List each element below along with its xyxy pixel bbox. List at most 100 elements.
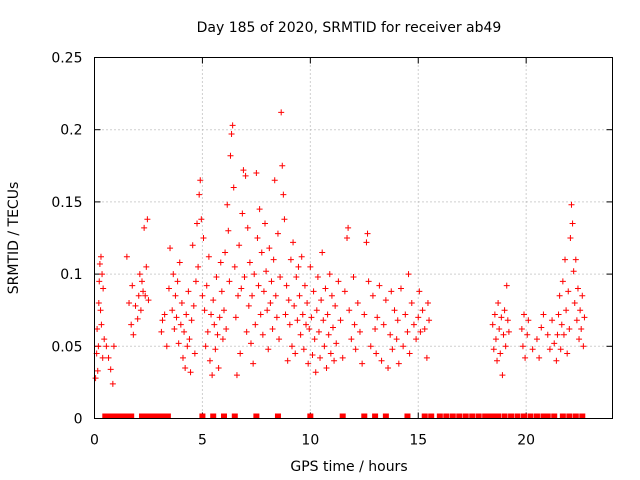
- data-point: [280, 191, 287, 198]
- y-tick-label: 0.1: [60, 267, 82, 283]
- x-tick-label: 5: [198, 433, 207, 449]
- data-point: [216, 314, 223, 321]
- data-point: [574, 285, 581, 292]
- zero-flag-mark: [508, 413, 515, 419]
- zero-flag-mark: [486, 413, 493, 419]
- data-point: [309, 351, 316, 358]
- data-point: [319, 249, 326, 256]
- data-point: [283, 282, 290, 289]
- zero-flag-mark: [490, 413, 497, 419]
- data-point: [265, 346, 272, 353]
- data-point: [339, 354, 346, 361]
- data-point: [312, 369, 319, 376]
- data-point: [322, 285, 329, 292]
- data-point: [227, 152, 234, 159]
- data-point: [253, 170, 260, 177]
- data-point: [247, 340, 254, 347]
- data-point: [337, 317, 344, 324]
- data-point: [365, 278, 372, 285]
- zero-flag-mark: [579, 413, 586, 419]
- data-point: [498, 314, 505, 321]
- data-point: [138, 278, 145, 285]
- data-point: [161, 311, 168, 318]
- data-point: [568, 201, 575, 208]
- zero-flag-mark: [382, 413, 389, 419]
- data-point: [405, 271, 412, 278]
- data-point: [259, 331, 266, 338]
- data-point: [286, 321, 293, 328]
- data-point: [230, 184, 237, 191]
- data-point: [140, 288, 147, 295]
- data-point: [369, 292, 376, 299]
- data-point: [211, 321, 218, 328]
- data-point: [324, 311, 331, 318]
- y-axis-label: SRMTID / TECUs: [6, 182, 22, 295]
- zero-flag-mark: [559, 413, 566, 419]
- zero-flag-mark: [147, 413, 154, 419]
- data-point: [554, 331, 561, 338]
- data-point: [195, 263, 202, 270]
- data-point: [363, 239, 370, 246]
- data-point: [205, 253, 212, 260]
- data-point: [277, 273, 284, 280]
- data-point: [374, 314, 381, 321]
- y-tick-label: 0.2: [60, 123, 82, 139]
- data-point: [394, 317, 401, 324]
- data-point: [188, 317, 195, 324]
- data-point: [171, 325, 178, 332]
- data-point: [250, 360, 257, 367]
- data-point: [499, 372, 506, 379]
- data-point: [408, 299, 415, 306]
- data-point: [99, 354, 106, 361]
- data-point: [96, 260, 103, 267]
- data-point: [209, 372, 216, 379]
- data-point: [95, 299, 102, 306]
- zero-flag-mark: [102, 413, 109, 419]
- zero-flag-mark: [110, 413, 117, 419]
- data-point: [158, 328, 165, 335]
- data-point: [274, 230, 281, 237]
- data-point: [573, 317, 580, 324]
- data-point: [203, 282, 210, 289]
- data-point: [314, 273, 321, 280]
- data-point: [94, 325, 101, 332]
- data-point: [267, 299, 274, 306]
- zero-flag-mark: [428, 413, 435, 419]
- data-point: [200, 235, 207, 241]
- data-point: [141, 224, 148, 231]
- data-point: [524, 331, 531, 338]
- data-point: [181, 328, 188, 335]
- data-point: [233, 372, 240, 379]
- data-point: [400, 343, 407, 350]
- x-tick-label: 10: [301, 433, 319, 449]
- data-point: [204, 328, 211, 335]
- zero-flag-mark: [372, 413, 379, 419]
- data-point: [256, 206, 263, 213]
- data-point: [391, 307, 398, 314]
- data-point: [110, 343, 117, 350]
- data-point: [359, 360, 366, 367]
- data-point: [105, 354, 112, 361]
- zero-flag-mark: [307, 413, 314, 419]
- zero-flag-mark: [456, 413, 463, 419]
- data-point: [297, 331, 304, 338]
- data-point: [178, 299, 185, 306]
- data-point: [128, 321, 135, 328]
- data-point: [567, 235, 574, 241]
- data-point: [558, 321, 565, 328]
- y-tick-labels: 0 0.05 0.1 0.15 0.2 0.25: [51, 51, 82, 428]
- data-point: [232, 314, 239, 321]
- data-point: [417, 328, 424, 335]
- data-point: [549, 317, 556, 324]
- data-point: [393, 336, 400, 343]
- data-point: [225, 227, 232, 234]
- data-point: [421, 325, 428, 332]
- data-point: [163, 343, 170, 350]
- data-point: [350, 273, 357, 280]
- data-point: [579, 292, 586, 299]
- data-point: [304, 299, 311, 306]
- data-point: [284, 357, 291, 364]
- zero-flag-mark: [514, 413, 521, 419]
- zero-flag-mark: [143, 413, 150, 419]
- data-point: [576, 336, 583, 343]
